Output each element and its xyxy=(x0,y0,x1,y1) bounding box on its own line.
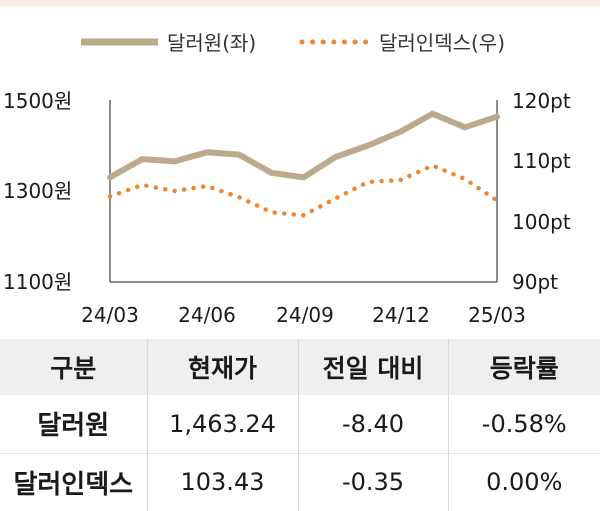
row-change: -0.35 xyxy=(298,453,448,511)
x-tick: 24/03 xyxy=(81,303,139,327)
legend-label-usdkrw: 달러원(좌) xyxy=(167,31,256,55)
row-change: -8.40 xyxy=(298,395,448,453)
y-left-tick: 1300원 xyxy=(3,179,72,203)
series-layer xyxy=(110,114,497,216)
x-tick: 24/09 xyxy=(276,303,334,327)
table-header-row: 구분 현재가 전일 대비 등락률 xyxy=(0,339,600,395)
exchange-rate-chart: 달러원(좌) 달러인덱스(우) 1500원 1300원 1100원 120pt … xyxy=(0,0,600,336)
row-current-price: 103.43 xyxy=(147,453,298,511)
row-change-rate: -0.58% xyxy=(448,395,600,453)
legend-label-dxy: 달러인덱스(우) xyxy=(379,31,505,55)
y-right-tick: 120pt xyxy=(512,89,571,113)
x-tick: 25/03 xyxy=(468,303,526,327)
quote-table: 구분 현재가 전일 대비 등락률 달러원 1,463.24 -8.40 -0.5… xyxy=(0,339,600,511)
table-row: 달러인덱스 103.43 -0.35 0.00% xyxy=(0,453,600,511)
x-tick: 24/06 xyxy=(178,303,236,327)
table-row: 달러원 1,463.24 -8.40 -0.58% xyxy=(0,395,600,453)
series-line-dxy xyxy=(110,166,497,216)
header-change-rate: 등락률 xyxy=(448,339,600,395)
y-left-tick: 1100원 xyxy=(3,270,72,294)
header-current-price: 현재가 xyxy=(147,339,298,395)
row-current-price: 1,463.24 xyxy=(147,395,298,453)
row-name: 달러인덱스 xyxy=(0,453,147,511)
y-right-tick: 100pt xyxy=(512,210,571,234)
legend: 달러원(좌) 달러인덱스(우) xyxy=(81,31,505,55)
row-name: 달러원 xyxy=(0,395,147,453)
header-change: 전일 대비 xyxy=(298,339,448,395)
y-right-tick: 90pt xyxy=(512,270,558,294)
series-line-usdkrw xyxy=(110,114,497,178)
row-change-rate: 0.00% xyxy=(448,453,600,511)
x-tick: 24/12 xyxy=(372,303,430,327)
y-left-tick: 1500원 xyxy=(3,89,72,113)
header-category: 구분 xyxy=(0,339,147,395)
y-right-tick: 110pt xyxy=(512,149,571,173)
